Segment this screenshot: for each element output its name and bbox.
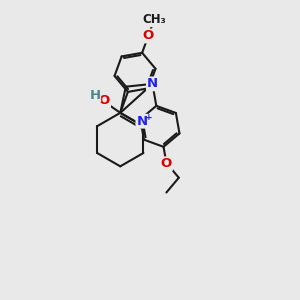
Text: CH₃: CH₃ bbox=[142, 13, 166, 26]
Text: H: H bbox=[89, 89, 100, 102]
Text: +: + bbox=[145, 112, 152, 122]
Text: N: N bbox=[136, 115, 148, 128]
Text: O: O bbox=[161, 157, 172, 170]
Text: N: N bbox=[147, 77, 158, 90]
Text: O: O bbox=[99, 94, 110, 107]
Text: O: O bbox=[142, 29, 153, 43]
